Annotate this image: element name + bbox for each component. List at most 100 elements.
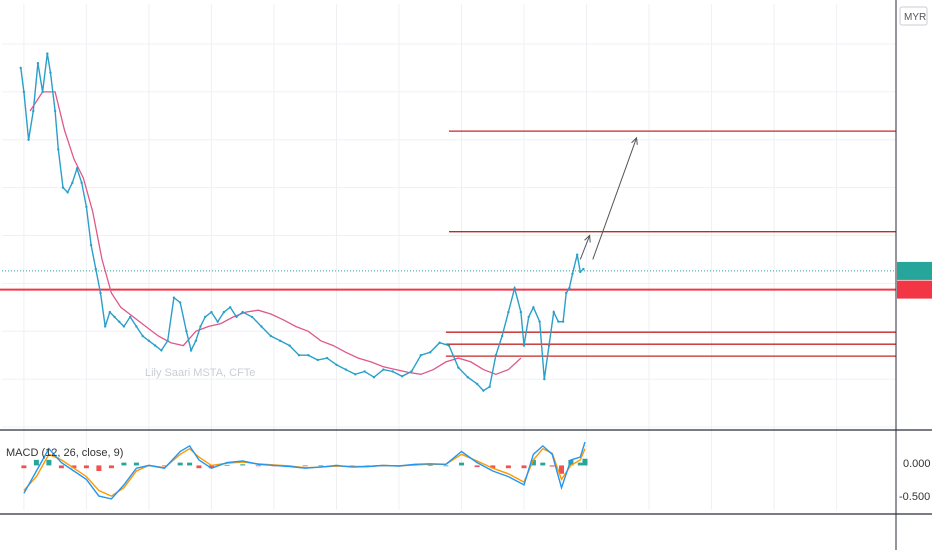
price-point [565,291,568,295]
price-point [89,243,93,247]
macd-histogram-bar [224,464,230,466]
series [19,52,585,392]
price-point [210,310,213,314]
price-point [335,363,338,366]
macd-histogram-bar [459,462,465,466]
price-point [122,325,126,328]
macd-pane [21,441,588,500]
grid [2,4,896,510]
macd-histogram-bar [58,465,64,469]
price-point [189,349,193,352]
price-point [118,320,121,323]
projection-arrow-line [592,137,638,260]
macd-histogram-bar [490,465,496,469]
price-point [80,181,83,185]
price-point [141,334,144,338]
price-point [185,330,188,333]
macd-histogram-bar [33,459,39,466]
macd-histogram-bar [21,465,27,469]
currency-badge[interactable] [899,6,928,26]
macd-histogram-bar [162,465,168,467]
macd-histogram-bar [133,462,139,466]
price-point [429,351,432,354]
price-point [354,373,357,376]
price-point [71,181,74,185]
macd-neg-label: -0.500 [899,491,930,503]
macd-histogram-bar [318,465,324,467]
price-point [513,286,516,290]
price-point [400,375,404,378]
price-point [571,272,574,275]
price-point [66,191,69,194]
price-point [325,356,329,360]
price-point [522,344,526,347]
price-point [547,344,551,347]
projection-arrow-line [579,235,591,260]
macd-histogram-bar [302,465,308,467]
macd-histogram-bar [582,458,588,466]
macd-histogram-bar [427,464,433,466]
price-point [447,344,451,347]
currency-label: MYR [904,12,926,23]
price-point [488,385,491,388]
price-point [49,71,52,74]
price-point [391,370,394,373]
price-point [527,315,530,319]
price-series-line [20,53,584,392]
price-point [194,339,198,343]
macd-histogram-bar [83,465,89,469]
projection-arrow-head [584,234,591,243]
price-point [579,270,582,274]
macd-line [23,441,586,500]
price-point [482,389,485,392]
price-point [438,341,441,344]
price-point [241,310,244,314]
current-price-badge [897,261,932,280]
macd-histogram-bar [568,459,574,466]
price-point [22,90,26,94]
price-point [128,315,132,319]
macd-histogram-bar [108,465,114,469]
price-point [250,315,254,319]
price-point [36,61,40,65]
price-point [46,52,49,55]
price-point [199,325,202,328]
price-point [410,370,413,373]
price-point [75,167,79,170]
price-point [135,325,138,328]
price-point [41,90,44,94]
watermark: Lily Saari MSTA, CFTe [145,367,255,379]
price-point [19,66,22,70]
macd-histogram-bar [208,465,214,469]
price-point [466,376,469,379]
macd-histogram-bar [240,464,246,466]
price-point [203,315,207,319]
price-point [457,366,460,369]
macd-histogram-bar [577,462,583,466]
fib-levels [0,130,896,357]
price-point [99,291,102,295]
price-point [32,109,35,113]
macd-histogram-bar [474,465,480,468]
macd-histogram-bar [443,465,449,467]
price-point [582,267,585,271]
price-point [344,368,348,371]
price-point [94,267,97,271]
price-point [382,368,385,371]
ma-series-line [29,91,522,375]
macd-zero-label: 0.000 [903,458,931,470]
price-point [575,253,579,256]
price-point [57,148,60,151]
macd-histogram-bar [559,465,565,474]
price-point [113,315,116,319]
price-point [519,310,523,314]
price-point [372,376,376,379]
macd-histogram-bar [255,465,261,467]
price-point [85,205,88,208]
price-point [316,358,319,362]
price-point [103,325,107,328]
price-point [507,310,510,314]
price-point [552,310,555,314]
